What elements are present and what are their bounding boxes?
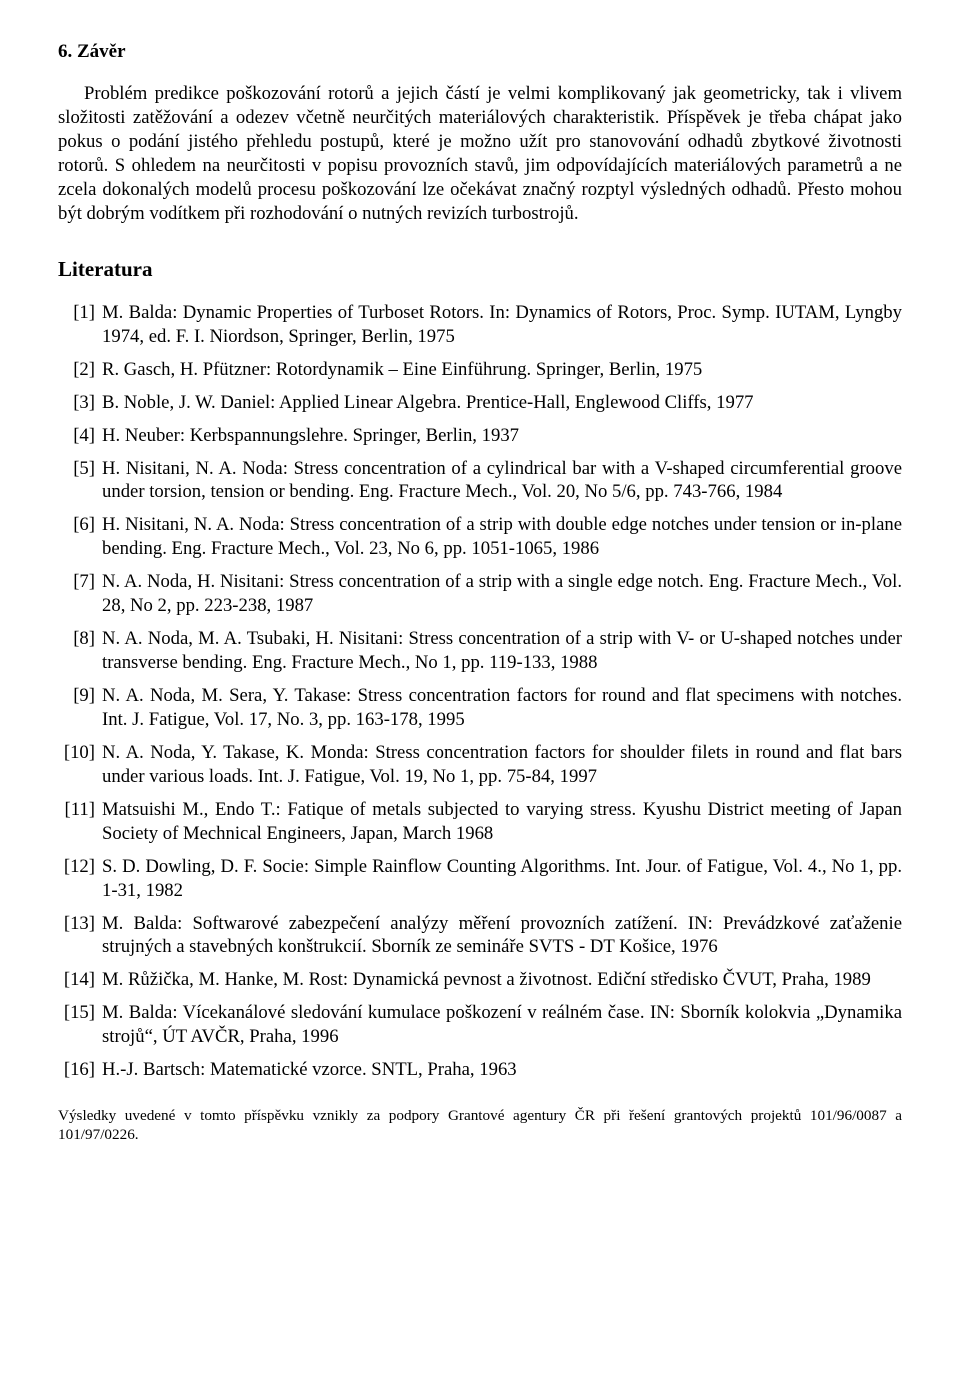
reference-number: [13] [58,912,102,960]
reference-text: M. Balda: Softwarové zabezpečení analýzy… [102,912,902,960]
reference-item: [13]M. Balda: Softwarové zabezpečení ana… [58,912,902,960]
reference-number: [14] [58,968,102,992]
reference-number: [1] [58,301,102,349]
reference-item: [5]H. Nisitani, N. A. Noda: Stress conce… [58,457,902,505]
reference-number: [5] [58,457,102,505]
reference-text: B. Noble, J. W. Daniel: Applied Linear A… [102,391,902,415]
reference-text: Matsuishi M., Endo T.: Fatique of metals… [102,798,902,846]
reference-number: [10] [58,741,102,789]
reference-item: [6]H. Nisitani, N. A. Noda: Stress conce… [58,513,902,561]
reference-item: [3]B. Noble, J. W. Daniel: Applied Linea… [58,391,902,415]
reference-text: H. Neuber: Kerbspannungslehre. Springer,… [102,424,902,448]
reference-item: [7]N. A. Noda, H. Nisitani: Stress conce… [58,570,902,618]
reference-number: [4] [58,424,102,448]
reference-text: N. A. Noda, Y. Takase, K. Monda: Stress … [102,741,902,789]
reference-number: [8] [58,627,102,675]
reference-item: [16]H.-J. Bartsch: Matematické vzorce. S… [58,1058,902,1082]
reference-text: N. A. Noda, H. Nisitani: Stress concentr… [102,570,902,618]
reference-number: [16] [58,1058,102,1082]
reference-text: M. Balda: Dynamic Properties of Turboset… [102,301,902,349]
reference-text: M. Balda: Vícekanálové sledování kumulac… [102,1001,902,1049]
reference-text: H. Nisitani, N. A. Noda: Stress concentr… [102,457,902,505]
reference-text: S. D. Dowling, D. F. Socie: Simple Rainf… [102,855,902,903]
reference-text: H.-J. Bartsch: Matematické vzorce. SNTL,… [102,1058,902,1082]
reference-item: [1]M. Balda: Dynamic Properties of Turbo… [58,301,902,349]
reference-text: R. Gasch, H. Pfützner: Rotordynamik – Ei… [102,358,902,382]
reference-text: H. Nisitani, N. A. Noda: Stress concentr… [102,513,902,561]
reference-item: [14]M. Růžička, M. Hanke, M. Rost: Dynam… [58,968,902,992]
reference-item: [10]N. A. Noda, Y. Takase, K. Monda: Str… [58,741,902,789]
reference-item: [11]Matsuishi M., Endo T.: Fatique of me… [58,798,902,846]
literature-heading: Literatura [58,256,902,283]
reference-list: [1]M. Balda: Dynamic Properties of Turbo… [58,301,902,1082]
conclusion-paragraph: Problém predikce poškozování rotorů a je… [58,82,902,226]
reference-number: [15] [58,1001,102,1049]
reference-item: [2]R. Gasch, H. Pfützner: Rotordynamik –… [58,358,902,382]
reference-text: M. Růžička, M. Hanke, M. Rost: Dynamická… [102,968,902,992]
reference-item: [12]S. D. Dowling, D. F. Socie: Simple R… [58,855,902,903]
reference-item: [8]N. A. Noda, M. A. Tsubaki, H. Nisitan… [58,627,902,675]
reference-number: [2] [58,358,102,382]
reference-number: [7] [58,570,102,618]
reference-text: N. A. Noda, M. Sera, Y. Takase: Stress c… [102,684,902,732]
reference-item: [9]N. A. Noda, M. Sera, Y. Takase: Stres… [58,684,902,732]
reference-text: N. A. Noda, M. A. Tsubaki, H. Nisitani: … [102,627,902,675]
section-heading: 6. Závěr [58,40,902,64]
reference-number: [12] [58,855,102,903]
reference-number: [11] [58,798,102,846]
acknowledgment-footnote: Výsledky uvedené v tomto příspěvku vznik… [58,1106,902,1144]
reference-item: [15]M. Balda: Vícekanálové sledování kum… [58,1001,902,1049]
reference-number: [3] [58,391,102,415]
reference-number: [6] [58,513,102,561]
reference-number: [9] [58,684,102,732]
reference-item: [4]H. Neuber: Kerbspannungslehre. Spring… [58,424,902,448]
